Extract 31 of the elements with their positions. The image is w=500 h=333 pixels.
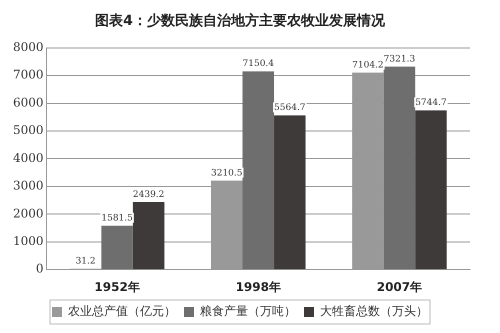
bar	[415, 110, 447, 270]
x-tick-label: 1998年	[236, 280, 281, 294]
chart-title: 图表4：少数民族自治地方主要农牧业发展情况	[95, 12, 386, 30]
data-label: 31.2	[76, 256, 96, 267]
y-tick-label: 4000	[12, 150, 44, 165]
data-label: 2439.2	[132, 190, 164, 200]
y-tick-label: 1000	[12, 234, 44, 248]
data-label: 3210.5	[210, 168, 243, 178]
legend-label: 大牲畜总数（万头）	[320, 304, 428, 318]
y-tick-label: 6000	[12, 95, 44, 110]
y-tick-label: 8000	[12, 40, 44, 54]
data-label: 7321.3	[384, 54, 416, 64]
data-label: 5564.7	[274, 103, 306, 114]
bar	[274, 115, 306, 270]
bar	[132, 202, 164, 270]
y-tick-label: 5000	[12, 123, 44, 138]
bar	[101, 226, 133, 270]
legend-label: 农业总产值（亿元）	[68, 304, 176, 318]
data-label: 7104.2	[352, 60, 384, 70]
bar	[242, 71, 274, 270]
y-tick-label: 3000	[12, 178, 44, 193]
x-tick-label: 1952年	[94, 280, 140, 294]
data-label: 1581.5	[101, 214, 134, 224]
bar	[384, 66, 416, 270]
y-tick-label: 7000	[12, 68, 44, 82]
x-tick-label: 2007年	[376, 280, 422, 294]
data-label: 7150.4	[242, 59, 274, 70]
y-tick-label: 2000	[12, 206, 44, 220]
y-tick-label: 0	[36, 262, 44, 276]
data-label: 5744.7	[415, 98, 447, 108]
legend-label: 粮食产量（万吨）	[200, 304, 296, 318]
